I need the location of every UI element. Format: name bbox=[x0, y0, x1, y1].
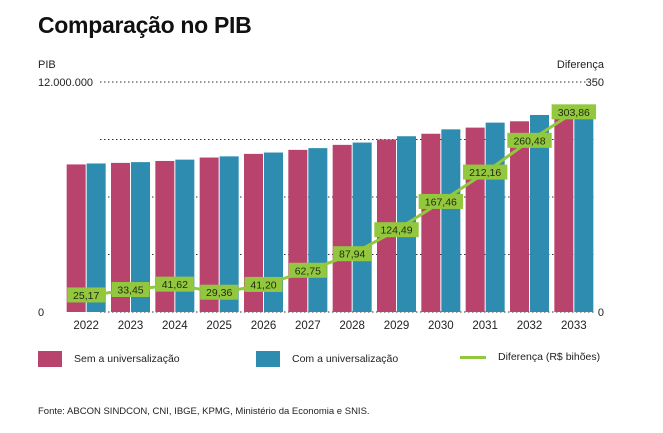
y2-tick-zero: 0 bbox=[598, 307, 604, 319]
diff-label-bg-2026 bbox=[244, 276, 283, 292]
x-tick-2031: 2031 bbox=[472, 320, 498, 332]
diff-label-2028: 87,94 bbox=[339, 249, 365, 261]
x-tick-2029: 2029 bbox=[384, 320, 410, 332]
bar-sem-2024 bbox=[155, 160, 175, 312]
bar-com-2032 bbox=[530, 114, 549, 312]
diff-label-2022: 25,17 bbox=[73, 290, 99, 302]
diff-label-2031: 212,16 bbox=[469, 167, 501, 179]
legend-label-sem: Sem a universalização bbox=[74, 353, 180, 365]
y-tick-top: 12.000.000 bbox=[38, 77, 93, 89]
bar-com-2028 bbox=[352, 142, 372, 312]
x-tick-2032: 2032 bbox=[517, 320, 543, 332]
diff-label-bg-2031 bbox=[462, 164, 508, 180]
bar-sem-2031 bbox=[465, 127, 485, 312]
bar-sem-2032 bbox=[510, 121, 529, 313]
bar-sem-2027 bbox=[288, 149, 308, 312]
bar-com-2031 bbox=[485, 122, 505, 312]
diff-label-bg-2025 bbox=[200, 284, 239, 300]
bar-sem-2022 bbox=[66, 164, 86, 312]
legend-item-com: Com a universalização bbox=[256, 351, 398, 367]
bar-sem-2030 bbox=[421, 133, 441, 312]
bar-com-2026 bbox=[264, 152, 283, 312]
diff-label-bg-2024 bbox=[155, 276, 194, 292]
x-tick-2022: 2022 bbox=[73, 320, 99, 332]
diff-label-bg-2033 bbox=[551, 104, 597, 120]
legend-swatch-diff bbox=[460, 355, 486, 359]
bar-com-2025 bbox=[219, 156, 239, 312]
y2-tick-top: 350 bbox=[586, 77, 604, 89]
legend-item-sem: Sem a universalização bbox=[38, 351, 180, 367]
diff-label-2025: 29,36 bbox=[206, 287, 232, 299]
y2-axis-label: Diferença bbox=[557, 59, 605, 71]
x-tick-2028: 2028 bbox=[339, 320, 365, 332]
legend-swatch-sem bbox=[38, 351, 62, 367]
bar-com-2022 bbox=[86, 163, 106, 312]
x-tick-2025: 2025 bbox=[206, 320, 232, 332]
diff-label-bg-2022 bbox=[67, 287, 106, 303]
diff-label-bg-2030 bbox=[418, 193, 464, 209]
x-tick-2033: 2033 bbox=[561, 320, 587, 332]
diff-label-2027: 62,75 bbox=[295, 265, 321, 277]
diff-label-2023: 33,45 bbox=[117, 285, 143, 297]
y-tick-zero: 0 bbox=[38, 307, 44, 319]
bar-com-2023 bbox=[131, 162, 150, 312]
x-tick-2023: 2023 bbox=[118, 320, 144, 332]
y-axis-label: PIB bbox=[38, 59, 56, 71]
bar-sem-2026 bbox=[244, 153, 263, 312]
x-tick-2027: 2027 bbox=[295, 320, 321, 332]
x-tick-2030: 2030 bbox=[428, 320, 454, 332]
legend-label-com: Com a universalização bbox=[292, 353, 399, 365]
diff-label-2029: 124,49 bbox=[380, 225, 412, 237]
source-note: Fonte: ABCON SINDCON, CNI, IBGE, KPMG, M… bbox=[38, 406, 370, 417]
legend-item-diff: Diferença (R$ bihões) bbox=[460, 351, 600, 363]
bar-sem-2033 bbox=[554, 114, 574, 312]
diff-label-2032: 260,48 bbox=[513, 135, 545, 147]
bar-sem-2028 bbox=[332, 144, 352, 312]
bar-com-2027 bbox=[308, 148, 328, 312]
diff-label-bg-2027 bbox=[288, 262, 327, 278]
bar-com-2024 bbox=[175, 159, 195, 312]
chart: PIB Diferença 12.000.000 0 350 0 25,17 33… bbox=[38, 59, 605, 332]
diff-label-2026: 41,20 bbox=[250, 279, 276, 291]
bar-sem-2023 bbox=[111, 162, 130, 312]
bar-com-2033 bbox=[574, 108, 594, 312]
bar-sem-2025 bbox=[199, 157, 219, 312]
diff-label-2033: 303,86 bbox=[558, 107, 590, 119]
diff-label-2030: 167,46 bbox=[425, 196, 457, 208]
x-tick-2024: 2024 bbox=[162, 320, 188, 332]
bar-com-2030 bbox=[441, 129, 461, 312]
diff-label-bg-2023 bbox=[111, 282, 150, 298]
diff-label-bg-2032 bbox=[507, 132, 552, 148]
diff-label-bg-2029 bbox=[374, 222, 419, 238]
legend-label-diff: Diferença (R$ bihões) bbox=[498, 351, 601, 363]
diff-label-2024: 41,62 bbox=[162, 279, 188, 291]
legend-swatch-com bbox=[256, 351, 280, 367]
diff-label-bg-2028 bbox=[333, 246, 372, 262]
x-tick-2026: 2026 bbox=[251, 320, 277, 332]
chart-title: Comparação no PIB bbox=[38, 12, 252, 38]
